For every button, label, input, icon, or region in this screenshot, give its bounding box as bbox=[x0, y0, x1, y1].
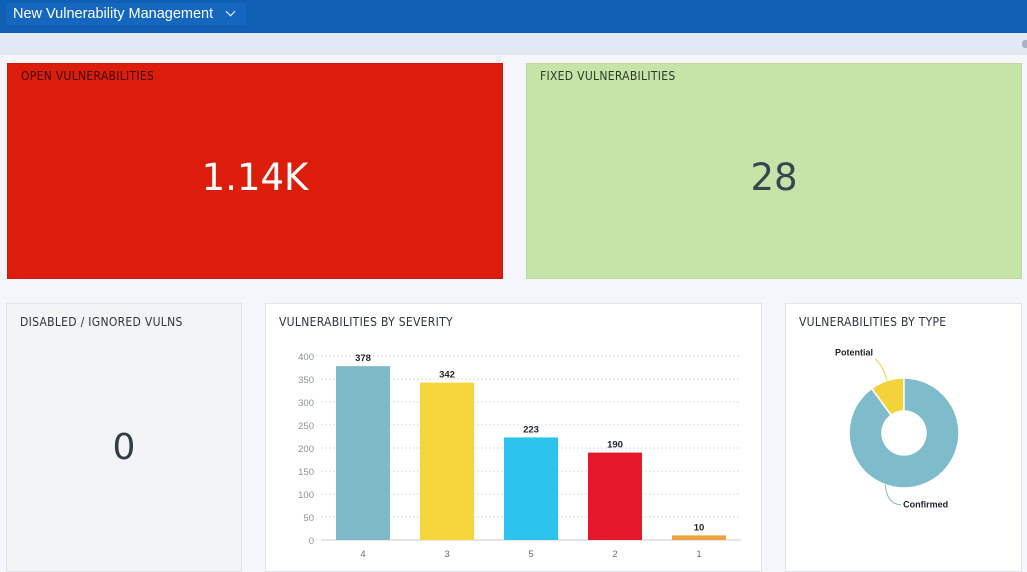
y-tick-label: 150 bbox=[298, 467, 314, 478]
y-tick-label: 400 bbox=[298, 352, 314, 363]
y-tick-label: 350 bbox=[298, 375, 314, 386]
bar bbox=[588, 452, 642, 540]
type-chart-tile[interactable]: VULNERABILITIES BY TYPE Potential Confirm… bbox=[785, 303, 1022, 572]
y-tick-label: 100 bbox=[298, 490, 314, 501]
bar bbox=[504, 437, 558, 540]
x-tick-label: 1 bbox=[696, 549, 701, 560]
dashboard-selector[interactable]: New Vulnerability Management bbox=[6, 3, 246, 25]
dashboard-title: New Vulnerability Management bbox=[13, 6, 214, 22]
label-connector bbox=[884, 484, 902, 506]
y-tick-label: 300 bbox=[298, 398, 314, 409]
disabled-ignored-value: 0 bbox=[112, 427, 136, 468]
open-vulnerabilities-value: 1.14K bbox=[201, 156, 309, 199]
open-vulnerabilities-tile[interactable]: OPEN VULNERABILITIES 1.14K bbox=[7, 63, 503, 279]
fixed-vulnerabilities-tile[interactable]: FIXED VULNERABILITIES 28 bbox=[526, 63, 1022, 279]
type-donut-chart: Potential Confirmed bbox=[835, 348, 960, 510]
y-tick-label: 200 bbox=[298, 444, 314, 455]
tile-title: OPEN VULNERABILITIES bbox=[21, 69, 155, 83]
top-bar: New Vulnerability Management bbox=[0, 0, 1027, 33]
bar bbox=[420, 382, 474, 540]
tile-title: DISABLED / IGNORED VULNS bbox=[20, 315, 183, 329]
tile-title: FIXED VULNERABILITIES bbox=[540, 69, 676, 83]
x-tick-label: 2 bbox=[612, 549, 617, 560]
toolbar-strip bbox=[0, 33, 1027, 55]
fixed-vulnerabilities-value: 28 bbox=[750, 156, 798, 199]
x-tick-label: 3 bbox=[444, 549, 449, 560]
severity-chart-tile[interactable]: VULNERABILITIES BY SEVERITY 0 50 100 150 200… bbox=[265, 303, 762, 572]
x-tick-label: 4 bbox=[360, 549, 365, 560]
scrollbar-handle[interactable] bbox=[1022, 40, 1027, 48]
chevron-down-icon[interactable] bbox=[225, 6, 236, 17]
bar-data-label: 223 bbox=[523, 424, 539, 435]
donut-slice bbox=[848, 377, 960, 489]
disabled-ignored-tile[interactable]: DISABLED / IGNORED VULNS 0 bbox=[6, 303, 242, 572]
x-tick-label: 5 bbox=[528, 549, 533, 560]
bar bbox=[672, 535, 726, 540]
y-tick-label: 0 bbox=[309, 536, 314, 547]
bar-data-label: 190 bbox=[607, 440, 623, 451]
severity-bar-chart: 0 50 100 150 200 250 300 350 400 378 4 342 3 223 5 190 2… bbox=[298, 352, 741, 560]
chart-title: VULNERABILITIES BY TYPE bbox=[799, 315, 947, 329]
y-tick-label: 250 bbox=[298, 421, 314, 432]
bar-data-label: 378 bbox=[355, 353, 371, 364]
y-tick-label: 50 bbox=[303, 513, 314, 524]
bar-data-label: 10 bbox=[694, 522, 705, 533]
label-connector bbox=[874, 358, 888, 381]
bar bbox=[336, 366, 390, 540]
bar-data-label: 342 bbox=[439, 370, 455, 381]
slice-label: Confirmed bbox=[903, 500, 948, 510]
slice-label: Potential bbox=[835, 348, 873, 358]
chart-title: VULNERABILITIES BY SEVERITY bbox=[279, 315, 453, 329]
